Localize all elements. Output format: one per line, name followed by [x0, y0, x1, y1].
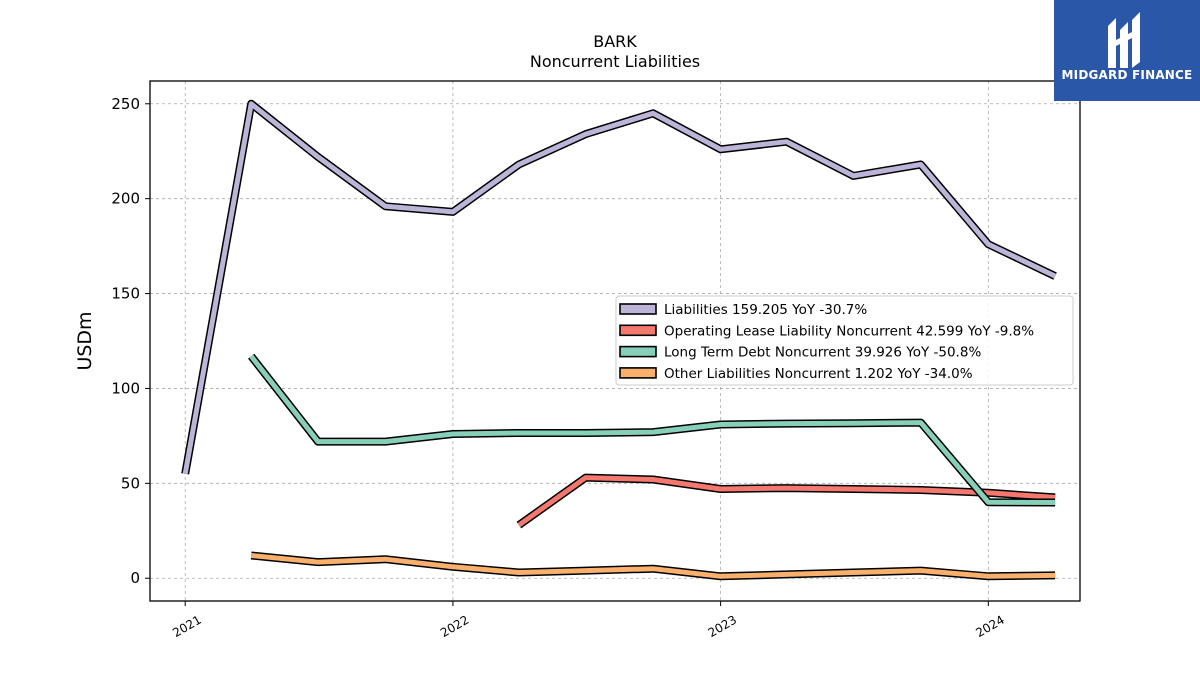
series-line	[182, 101, 1057, 475]
y-tick-label: 250	[111, 95, 140, 113]
chart-title: BARK	[593, 32, 637, 51]
legend-swatch	[619, 345, 657, 358]
x-tick-label: 2022	[438, 613, 471, 640]
legend-entry: Operating Lease Liability Noncurrent 42.…	[664, 323, 1034, 339]
legend-box	[615, 295, 1074, 386]
legend-swatch	[619, 303, 657, 315]
y-tick-label: 100	[111, 379, 140, 397]
legend-swatch	[619, 367, 657, 379]
chart-subtitle: Noncurrent Liabilities	[530, 52, 700, 71]
series-other-liabilities-noncurrent	[250, 551, 1056, 581]
series-line	[249, 354, 1056, 505]
y-axis-label: USDm	[74, 311, 96, 370]
x-axis: 2021 2022 2023 2024	[170, 601, 1007, 640]
series-line-outline	[181, 99, 1057, 475]
brand-logo: MIDGARD FINANCE	[1054, 0, 1200, 101]
brand-name: MIDGARD FINANCE	[1061, 68, 1193, 82]
y-tick-label: 150	[111, 285, 140, 303]
plot-frame	[149, 80, 1081, 602]
y-tick-label: 200	[111, 190, 140, 208]
x-tick-label: 2021	[170, 613, 203, 640]
legend-entry: Other Liabilities Noncurrent 1.202 YoY -…	[664, 366, 973, 382]
y-tick-label: 0	[130, 569, 140, 587]
legend-entry: Long Term Debt Noncurrent 39.926 YoY -50…	[664, 345, 981, 361]
legend-swatch	[619, 324, 657, 337]
series-lines	[181, 99, 1057, 581]
x-tick-label: 2023	[706, 613, 739, 640]
series-long-term-debt-noncurrent	[248, 353, 1056, 507]
legend: Liabilities 159.205 YoY -30.7% Operating …	[615, 295, 1074, 386]
legend-entry: Liabilities 159.205 YoY -30.7%	[664, 302, 867, 318]
x-tick-label: 2024	[973, 613, 1006, 640]
brand-mark-icon	[1108, 12, 1140, 68]
y-axis: 0 50 100 150 200 250	[111, 95, 150, 587]
grid	[150, 81, 1080, 601]
series-liabilities	[181, 99, 1057, 475]
y-tick-label: 50	[121, 474, 140, 492]
series-operating-lease-liability-noncurrent	[516, 473, 1056, 529]
series-line	[250, 553, 1056, 579]
series-line	[517, 475, 1056, 528]
